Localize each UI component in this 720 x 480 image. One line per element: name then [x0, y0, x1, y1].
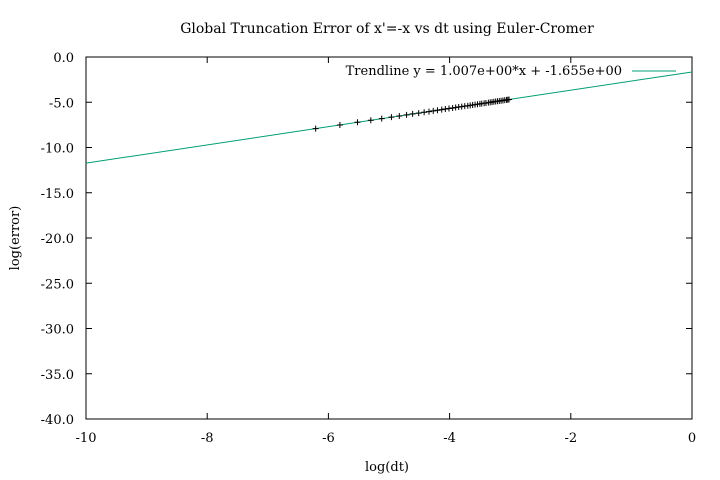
data-point [396, 113, 403, 120]
data-point [421, 109, 428, 116]
data-point [336, 121, 343, 128]
y-tick-label: -20.0 [41, 232, 74, 247]
data-point [415, 110, 422, 117]
data-point [434, 107, 441, 114]
data-point [409, 110, 416, 117]
data-point [378, 115, 385, 122]
chart-title: Global Truncation Error of x'=-x vs dt u… [180, 21, 594, 37]
data-point [403, 111, 410, 118]
data-point [425, 108, 432, 115]
data-point [442, 106, 449, 113]
x-tick-label: -2 [564, 431, 577, 446]
y-tick-label: -40.0 [41, 413, 74, 428]
y-tick-label: -25.0 [41, 277, 74, 292]
data-point [505, 96, 512, 103]
x-tick-label: -6 [322, 431, 335, 446]
legend: Trendline y = 1.007e+00*x + -1.655e+00 [346, 64, 676, 79]
x-tick-label: 0 [688, 431, 696, 446]
data-point [438, 106, 445, 113]
legend-label: Trendline y = 1.007e+00*x + -1.655e+00 [346, 64, 622, 79]
plot-frame [85, 56, 693, 420]
data-points [312, 96, 512, 132]
x-axis-label: log(dt) [365, 460, 409, 475]
x-tick-label: -4 [443, 431, 456, 446]
y-tick-label: -10.0 [41, 142, 74, 157]
y-tick-label: -30.0 [41, 323, 74, 338]
data-point [430, 107, 437, 114]
x-axis: -10 -8 -6 -4 -2 0 [76, 57, 696, 446]
x-tick-label: -8 [201, 431, 214, 446]
data-point [388, 114, 395, 121]
y-tick-label: -35.0 [41, 368, 74, 383]
data-point [367, 117, 374, 124]
y-tick-label: -5.0 [49, 96, 74, 111]
y-tick-label: -15.0 [41, 187, 74, 202]
data-point [445, 105, 452, 112]
data-point [354, 119, 361, 126]
y-tick-label: 0.0 [53, 51, 74, 66]
data-point [312, 125, 319, 132]
y-axis-label: log(error) [8, 206, 23, 271]
y-axis: 0.0 -5.0 -10.0 -15.0 -20.0 -25.0 -30.0 -35.0 -40… [41, 51, 692, 428]
x-tick-label: -10 [76, 431, 97, 446]
